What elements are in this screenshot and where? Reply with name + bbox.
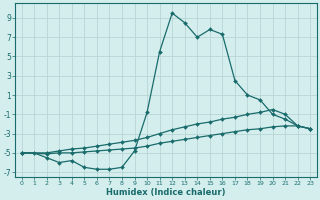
X-axis label: Humidex (Indice chaleur): Humidex (Indice chaleur) xyxy=(106,188,226,197)
